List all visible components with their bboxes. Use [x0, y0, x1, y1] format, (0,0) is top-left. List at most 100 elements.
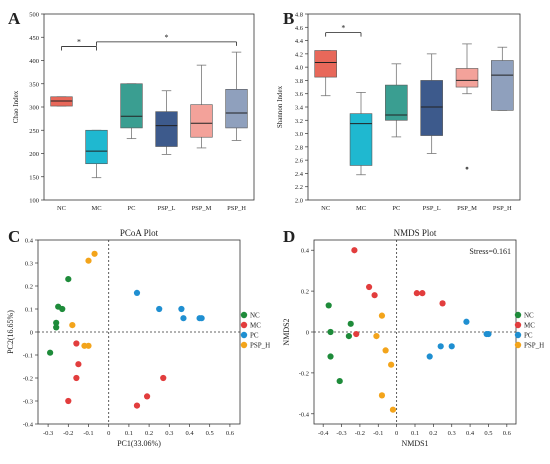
y-tick-label: 4.6 [295, 25, 304, 32]
x-tick-label: -0.3 [43, 430, 53, 437]
y-tick-label: 2.4 [295, 171, 304, 178]
legend-label-nc: NC [524, 312, 534, 320]
point-mc [419, 290, 426, 297]
y-tick-label: 4.8 [295, 12, 303, 19]
box-psp-m [455, 68, 479, 88]
point-mc [365, 283, 373, 291]
x-tick-label-psp-h: PSP_H [227, 205, 246, 212]
point-nc [59, 305, 66, 313]
y-tick-label: 250 [29, 128, 39, 135]
x-tick-label-psp-m: PSP_M [192, 205, 212, 212]
y-tick-label: 3.2 [295, 118, 303, 125]
legend-swatch-mc [240, 321, 248, 329]
point-mc [143, 393, 151, 400]
panel-label-c: C [8, 227, 20, 246]
significance-label-0: * [341, 24, 345, 33]
box-psp-m [190, 104, 213, 138]
x-tick-label: 0.3 [448, 430, 456, 437]
box-psp-h [491, 60, 514, 111]
x-tick-label: 0.4 [185, 430, 194, 437]
y-tick-label: 3.8 [295, 78, 303, 85]
point-psp-h [69, 322, 76, 329]
point-psp-h [378, 312, 386, 319]
y-tick-label: 4.0 [295, 65, 303, 72]
point-nc [345, 332, 352, 340]
y-tick-label: 0 [30, 330, 33, 337]
x-tick-label: 0.1 [125, 430, 133, 437]
significance-label-1: * [165, 33, 169, 42]
panel-label-d: D [283, 227, 295, 246]
x-tick-label: 0.4 [466, 430, 475, 437]
x-tick-label-mc: MC [91, 205, 101, 212]
panel-label-a: A [8, 9, 21, 28]
point-mc [160, 374, 167, 382]
x-tick-label: -0.1 [83, 430, 93, 437]
point-nc [325, 302, 332, 309]
x-tick-label: 0.3 [165, 430, 173, 437]
x-tick-label: -0.2 [355, 430, 365, 437]
y-tick-label: -0.2 [23, 376, 33, 383]
legend-label-pc: PC [250, 332, 259, 340]
x-tick-label: 0 [107, 430, 110, 437]
legend-label-psp-h: PSP_H [250, 342, 270, 350]
x-tick-label-nc: NC [321, 205, 330, 212]
y-tick-label: 300 [29, 105, 39, 112]
x-tick-label: 0.5 [206, 430, 214, 437]
outlier-psp-m [465, 166, 469, 170]
legend-label-nc: NC [250, 312, 260, 320]
legend-swatch-pc [514, 331, 522, 339]
x-tick-label-psp-l: PSP_L [157, 205, 175, 212]
point-psp-h [91, 250, 98, 257]
y-tick-label: 400 [29, 58, 39, 65]
point-mc [65, 397, 72, 405]
y-tick-label: 450 [29, 35, 39, 42]
y-tick-label: 2.6 [295, 158, 304, 165]
legend-label-mc: MC [250, 322, 261, 330]
panel-b-shannon-boxplot: 2.0 2.2 2.4 2.6 2.8 3.0 3.2 3.4 3.6 3.8 4.0 4.2 4.4 4… [276, 12, 521, 212]
point-mc [75, 361, 82, 368]
point-psp-h [382, 347, 389, 354]
x-tick-label: 0.2 [145, 430, 153, 437]
y-tick-label: 4.2 [295, 51, 303, 58]
legend-swatch-nc [240, 311, 248, 319]
y-tick-label: 150 [29, 174, 39, 181]
x-tick-label: 0 [395, 430, 398, 437]
y-tick-label: 3.4 [295, 105, 304, 112]
point-psp-h [81, 342, 88, 349]
y-tick-label: 3.0 [295, 131, 303, 138]
legend-label-mc: MC [524, 322, 535, 330]
y-tick-label: -0.2 [299, 370, 309, 377]
panel-d-nmds-scatter: NMDS Plot -0.4 -0.3 -0.2 -0.1 0 0.1 0.2 0.3 0.4 0.… [282, 228, 544, 448]
legend-swatch-pc [240, 331, 248, 339]
chart-title: NMDS Plot [394, 228, 437, 238]
y-axis-label: Chao Index [12, 90, 20, 123]
chart-title: PCoA Plot [120, 228, 159, 238]
x-tick-label-pc: PC [128, 205, 136, 212]
point-psp-h [389, 406, 397, 413]
point-pc [133, 289, 141, 296]
x-tick-label-psp-m: PSP_M [457, 205, 477, 212]
box-mc [85, 129, 108, 165]
legend-swatch-psp-h [240, 341, 248, 349]
point-psp-h [85, 257, 92, 264]
box-psp-h [225, 89, 248, 129]
x-tick-label: 0.6 [503, 430, 512, 437]
box-mc [349, 113, 373, 166]
y-tick-label: 200 [29, 151, 39, 158]
point-pc [463, 318, 470, 325]
y-tick-label: 0.2 [25, 284, 33, 291]
legend-swatch-mc [514, 321, 522, 329]
y-tick-label: -0.1 [23, 353, 33, 360]
point-pc [448, 343, 455, 350]
panel-a-chao-boxplot: 100 150 200 250 300 350 400 450 500 NC MC PC PSP_L PS… [12, 12, 255, 212]
y-tick-label: 2.0 [295, 198, 303, 205]
point-pc [156, 305, 163, 313]
point-nc [336, 377, 343, 385]
y-tick-label: 3.6 [295, 91, 304, 98]
point-mc [413, 290, 420, 297]
legend-swatch-psp-h [514, 341, 522, 349]
y-tick-label: 0.4 [25, 238, 34, 245]
x-tick-label: 0.5 [484, 430, 492, 437]
legend-swatch-nc [514, 311, 522, 319]
box-pc [385, 84, 408, 121]
